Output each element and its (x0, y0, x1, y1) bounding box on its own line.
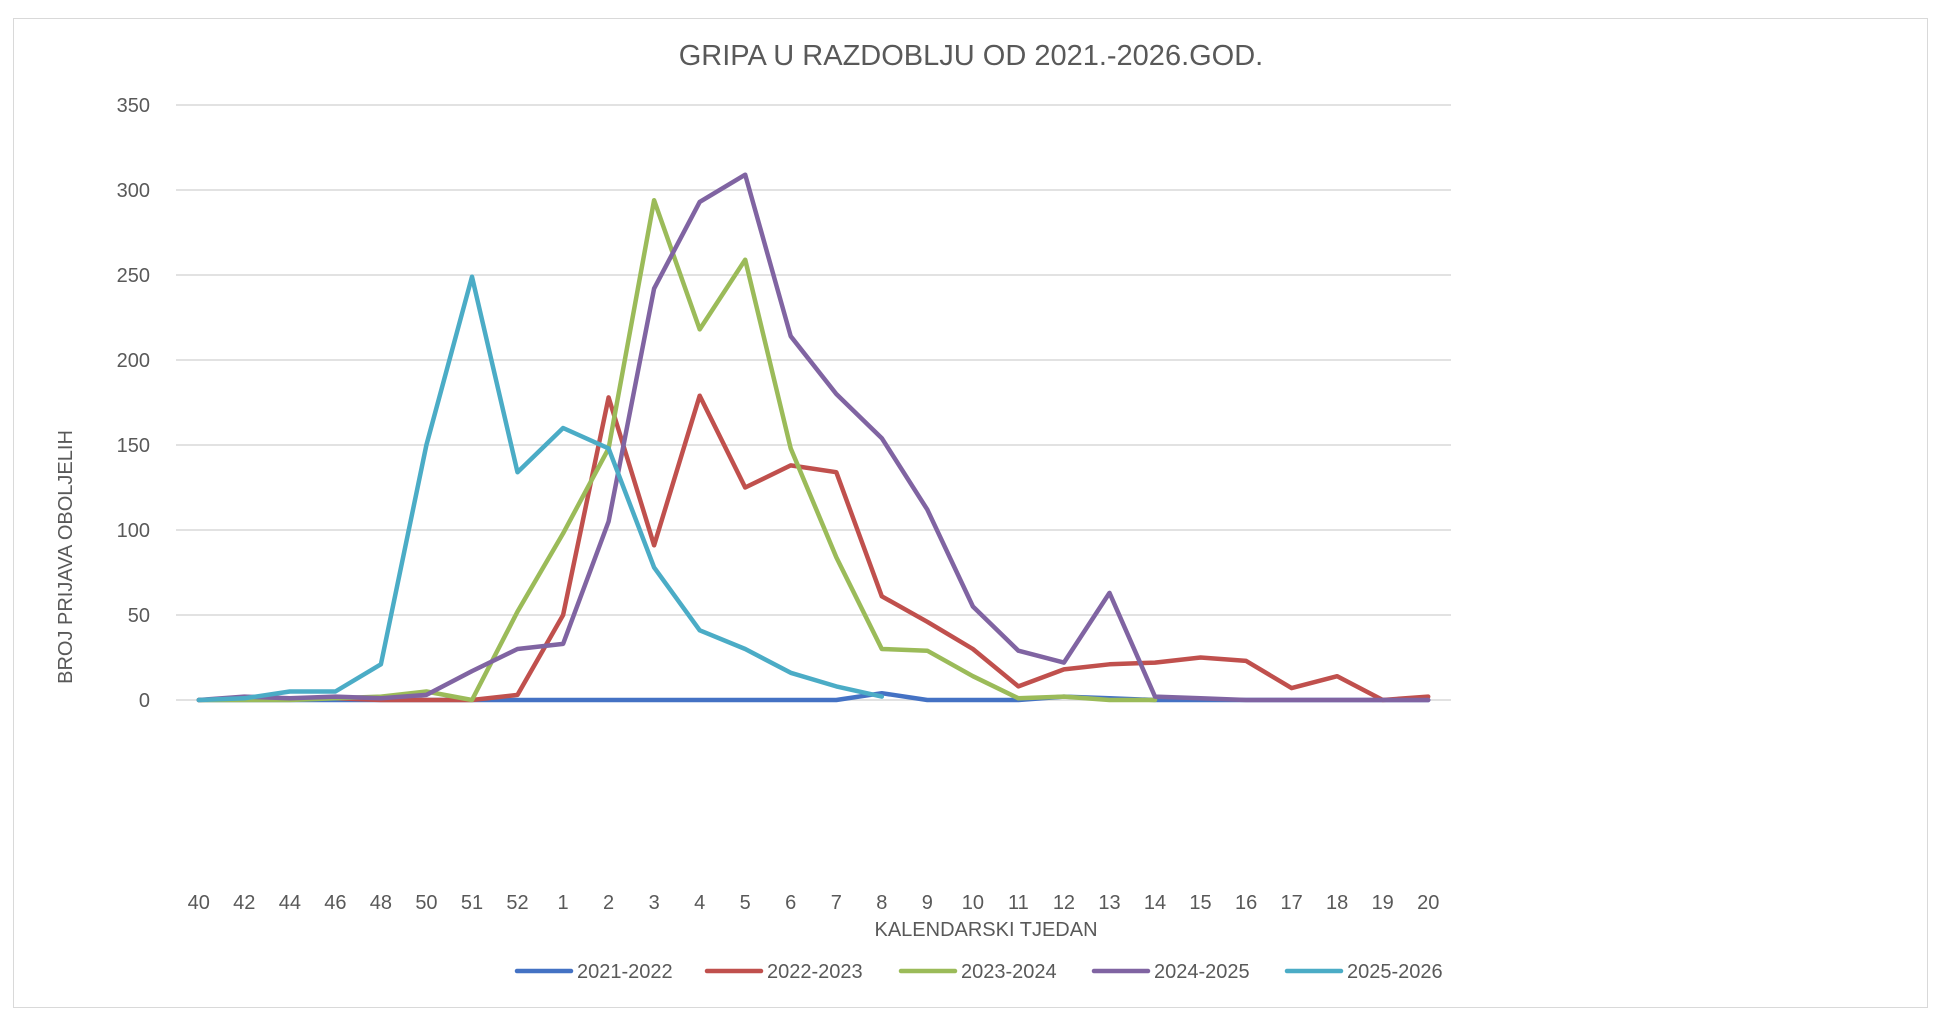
y-tick-label: 350 (117, 95, 150, 117)
gridlines (176, 104, 1451, 701)
y-tick-label: 200 (117, 350, 150, 372)
y-tick-label: 50 (128, 605, 150, 627)
y-axis-tick-labels: 0 50 100 150 200 250 300 350 (117, 95, 150, 712)
x-tick-label: 16 (1235, 892, 1257, 914)
legend-label: 2025-2026 (1347, 961, 1443, 983)
x-tick-label: 6 (785, 892, 796, 914)
x-tick-label: 52 (506, 892, 528, 914)
chart-title: GRIPA U RAZDOBLJU OD 2021.-2026.GOD. (679, 40, 1264, 72)
x-tick-label: 4 (694, 892, 705, 914)
x-tick-label: 5 (740, 892, 751, 914)
legend: 2021-2022 2022-2023 2023-2024 2024-2025 2025… (514, 961, 1443, 983)
y-tick-label: 100 (117, 520, 150, 542)
x-tick-label: 11 (1008, 892, 1029, 914)
x-tick-label: 1 (557, 892, 568, 914)
x-tick-label: 8 (876, 892, 887, 914)
x-tick-label: 44 (279, 892, 301, 914)
x-tick-label: 14 (1144, 892, 1166, 914)
legend-label: 2022-2023 (767, 961, 863, 983)
y-axis-title: BROJ PRIJAVA OBOLJELIH (55, 430, 77, 684)
x-tick-label: 19 (1372, 892, 1394, 914)
legend-label: 2021-2022 (577, 961, 673, 983)
series-line-2024-2025 (196, 172, 1431, 703)
x-axis-title: KALENDARSKI TJEDAN (874, 919, 1097, 941)
x-tick-label: 2 (603, 892, 614, 914)
x-tick-label: 12 (1053, 892, 1075, 914)
y-tick-label: 0 (139, 690, 150, 712)
x-tick-label: 40 (188, 892, 210, 914)
line-chart: GRIPA U RAZDOBLJU OD 2021.-2026.GOD. 050… (55, 40, 1451, 983)
x-tick-label: 3 (649, 892, 660, 914)
x-tick-label: 15 (1189, 892, 1211, 914)
x-tick-label: 18 (1326, 892, 1348, 914)
series-line-2025-2026 (196, 274, 885, 703)
x-axis-tick-labels: 40 42 44 46 48 50 51 52 1 2 3 4 5 6 7 8 9 10 11 12 13 14 15 16 1… (188, 892, 1440, 914)
x-tick-label: 42 (233, 892, 255, 914)
x-tick-label: 10 (962, 892, 984, 914)
x-tick-label: 9 (922, 892, 933, 914)
series-line-2022-2023 (196, 393, 1431, 703)
x-tick-label: 7 (831, 892, 842, 914)
y-tick-label: 150 (117, 435, 150, 457)
x-tick-label: 48 (370, 892, 392, 914)
chart-frame: GRIPA U RAZDOBLJU OD 2021.-2026.GOD. 0 50… (13, 18, 1928, 1008)
x-tick-label: 51 (461, 892, 483, 914)
legend-label: 2023-2024 (961, 961, 1057, 983)
y-tick-label: 300 (117, 180, 150, 202)
series-lines (196, 172, 1431, 703)
legend-label: 2024-2025 (1154, 961, 1250, 983)
y-tick-label: 250 (117, 265, 150, 287)
x-tick-label: 17 (1281, 892, 1303, 914)
x-tick-label: 50 (415, 892, 437, 914)
x-tick-label: 20 (1417, 892, 1439, 914)
x-tick-label: 46 (324, 892, 346, 914)
x-tick-label: 13 (1098, 892, 1120, 914)
